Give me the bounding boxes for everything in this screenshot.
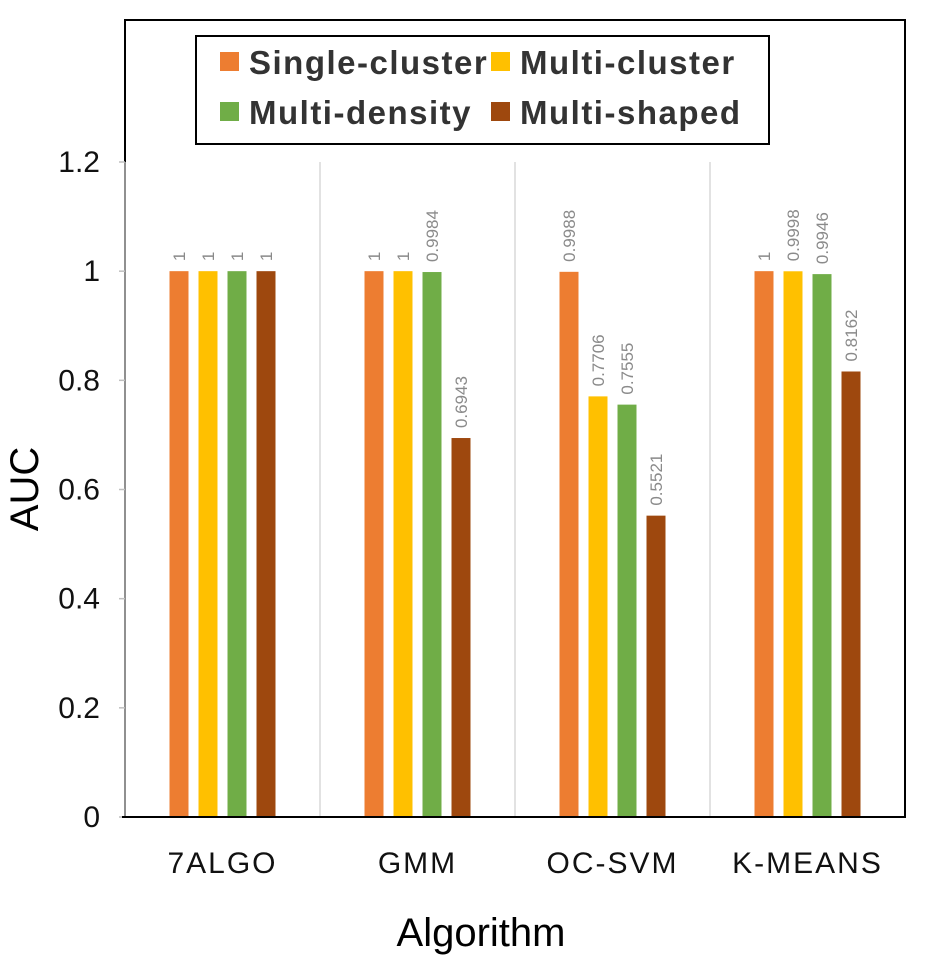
bar [227, 271, 247, 818]
data-label: 1 [170, 252, 189, 261]
y-tick-label: 0.8 [58, 364, 100, 397]
grid-lines [319, 162, 711, 817]
y-tick-label: 0.2 [58, 692, 100, 725]
data-label: 1 [199, 252, 218, 261]
y-tick-label: 0.4 [58, 583, 100, 616]
y-tick-label: 0 [83, 801, 100, 834]
bar [754, 271, 774, 818]
data-label: 1 [365, 252, 384, 261]
data-label: 0.9946 [813, 212, 832, 264]
bar [393, 271, 413, 818]
data-label: 0.5521 [647, 454, 666, 506]
legend-label: Multi-cluster [520, 44, 736, 81]
data-label: 0.9998 [784, 209, 803, 261]
x-axis-title: Algorithm [397, 911, 566, 955]
bars [169, 271, 861, 818]
x-axis-categories: 7ALGO GMM OC-SVM K-MEANS [167, 847, 883, 880]
legend-swatch [491, 52, 510, 71]
legend: Single-cluster Multi-cluster Multi-density… [195, 35, 770, 145]
data-label: 1 [755, 252, 774, 261]
bar [559, 271, 579, 817]
legend-swatch [220, 102, 239, 121]
legend-swatch [220, 52, 239, 71]
x-tick-label: K-MEANS [732, 847, 883, 880]
legend-label: Single-cluster [249, 44, 488, 81]
x-tick-label: 7ALGO [167, 847, 277, 880]
data-label: 0.8162 [842, 309, 861, 361]
bar [646, 515, 666, 817]
x-tick-label: OC-SVM [547, 847, 679, 880]
data-label: 0.7555 [618, 343, 637, 395]
y-axis-ticks: 0 0.2 0.4 0.6 0.8 1 1.2 [58, 146, 126, 834]
bar [812, 274, 832, 818]
data-label: 0.9984 [423, 210, 442, 262]
data-labels: 1 1 1 1 1 1 0.9984 0.6943 0.9988 0.7706 0.7555 0.55… [170, 209, 861, 505]
bar [169, 271, 189, 818]
bar [617, 404, 637, 817]
legend-label: Multi-shaped [520, 94, 742, 131]
bar [364, 271, 384, 818]
data-label: 1 [228, 252, 247, 261]
data-label: 0.6943 [452, 376, 471, 428]
bar [588, 396, 608, 817]
bar [783, 271, 803, 817]
y-tick-label: 1 [83, 255, 100, 288]
data-label: 0.7706 [589, 334, 608, 386]
bar [198, 271, 218, 818]
y-tick-label: 0.6 [58, 474, 100, 507]
legend-swatch [491, 102, 510, 121]
data-label: 0.9988 [560, 210, 579, 262]
bar [451, 438, 471, 817]
data-label: 1 [257, 252, 276, 261]
bar [841, 371, 861, 817]
legend-label: Multi-density [249, 94, 472, 131]
y-axis-title: AUC [3, 447, 47, 531]
bar [256, 271, 276, 818]
x-tick-label: GMM [378, 847, 457, 880]
data-label: 1 [394, 252, 413, 261]
y-tick-label: 1.2 [58, 146, 100, 179]
bar [422, 272, 442, 817]
legend-box [195, 35, 770, 145]
